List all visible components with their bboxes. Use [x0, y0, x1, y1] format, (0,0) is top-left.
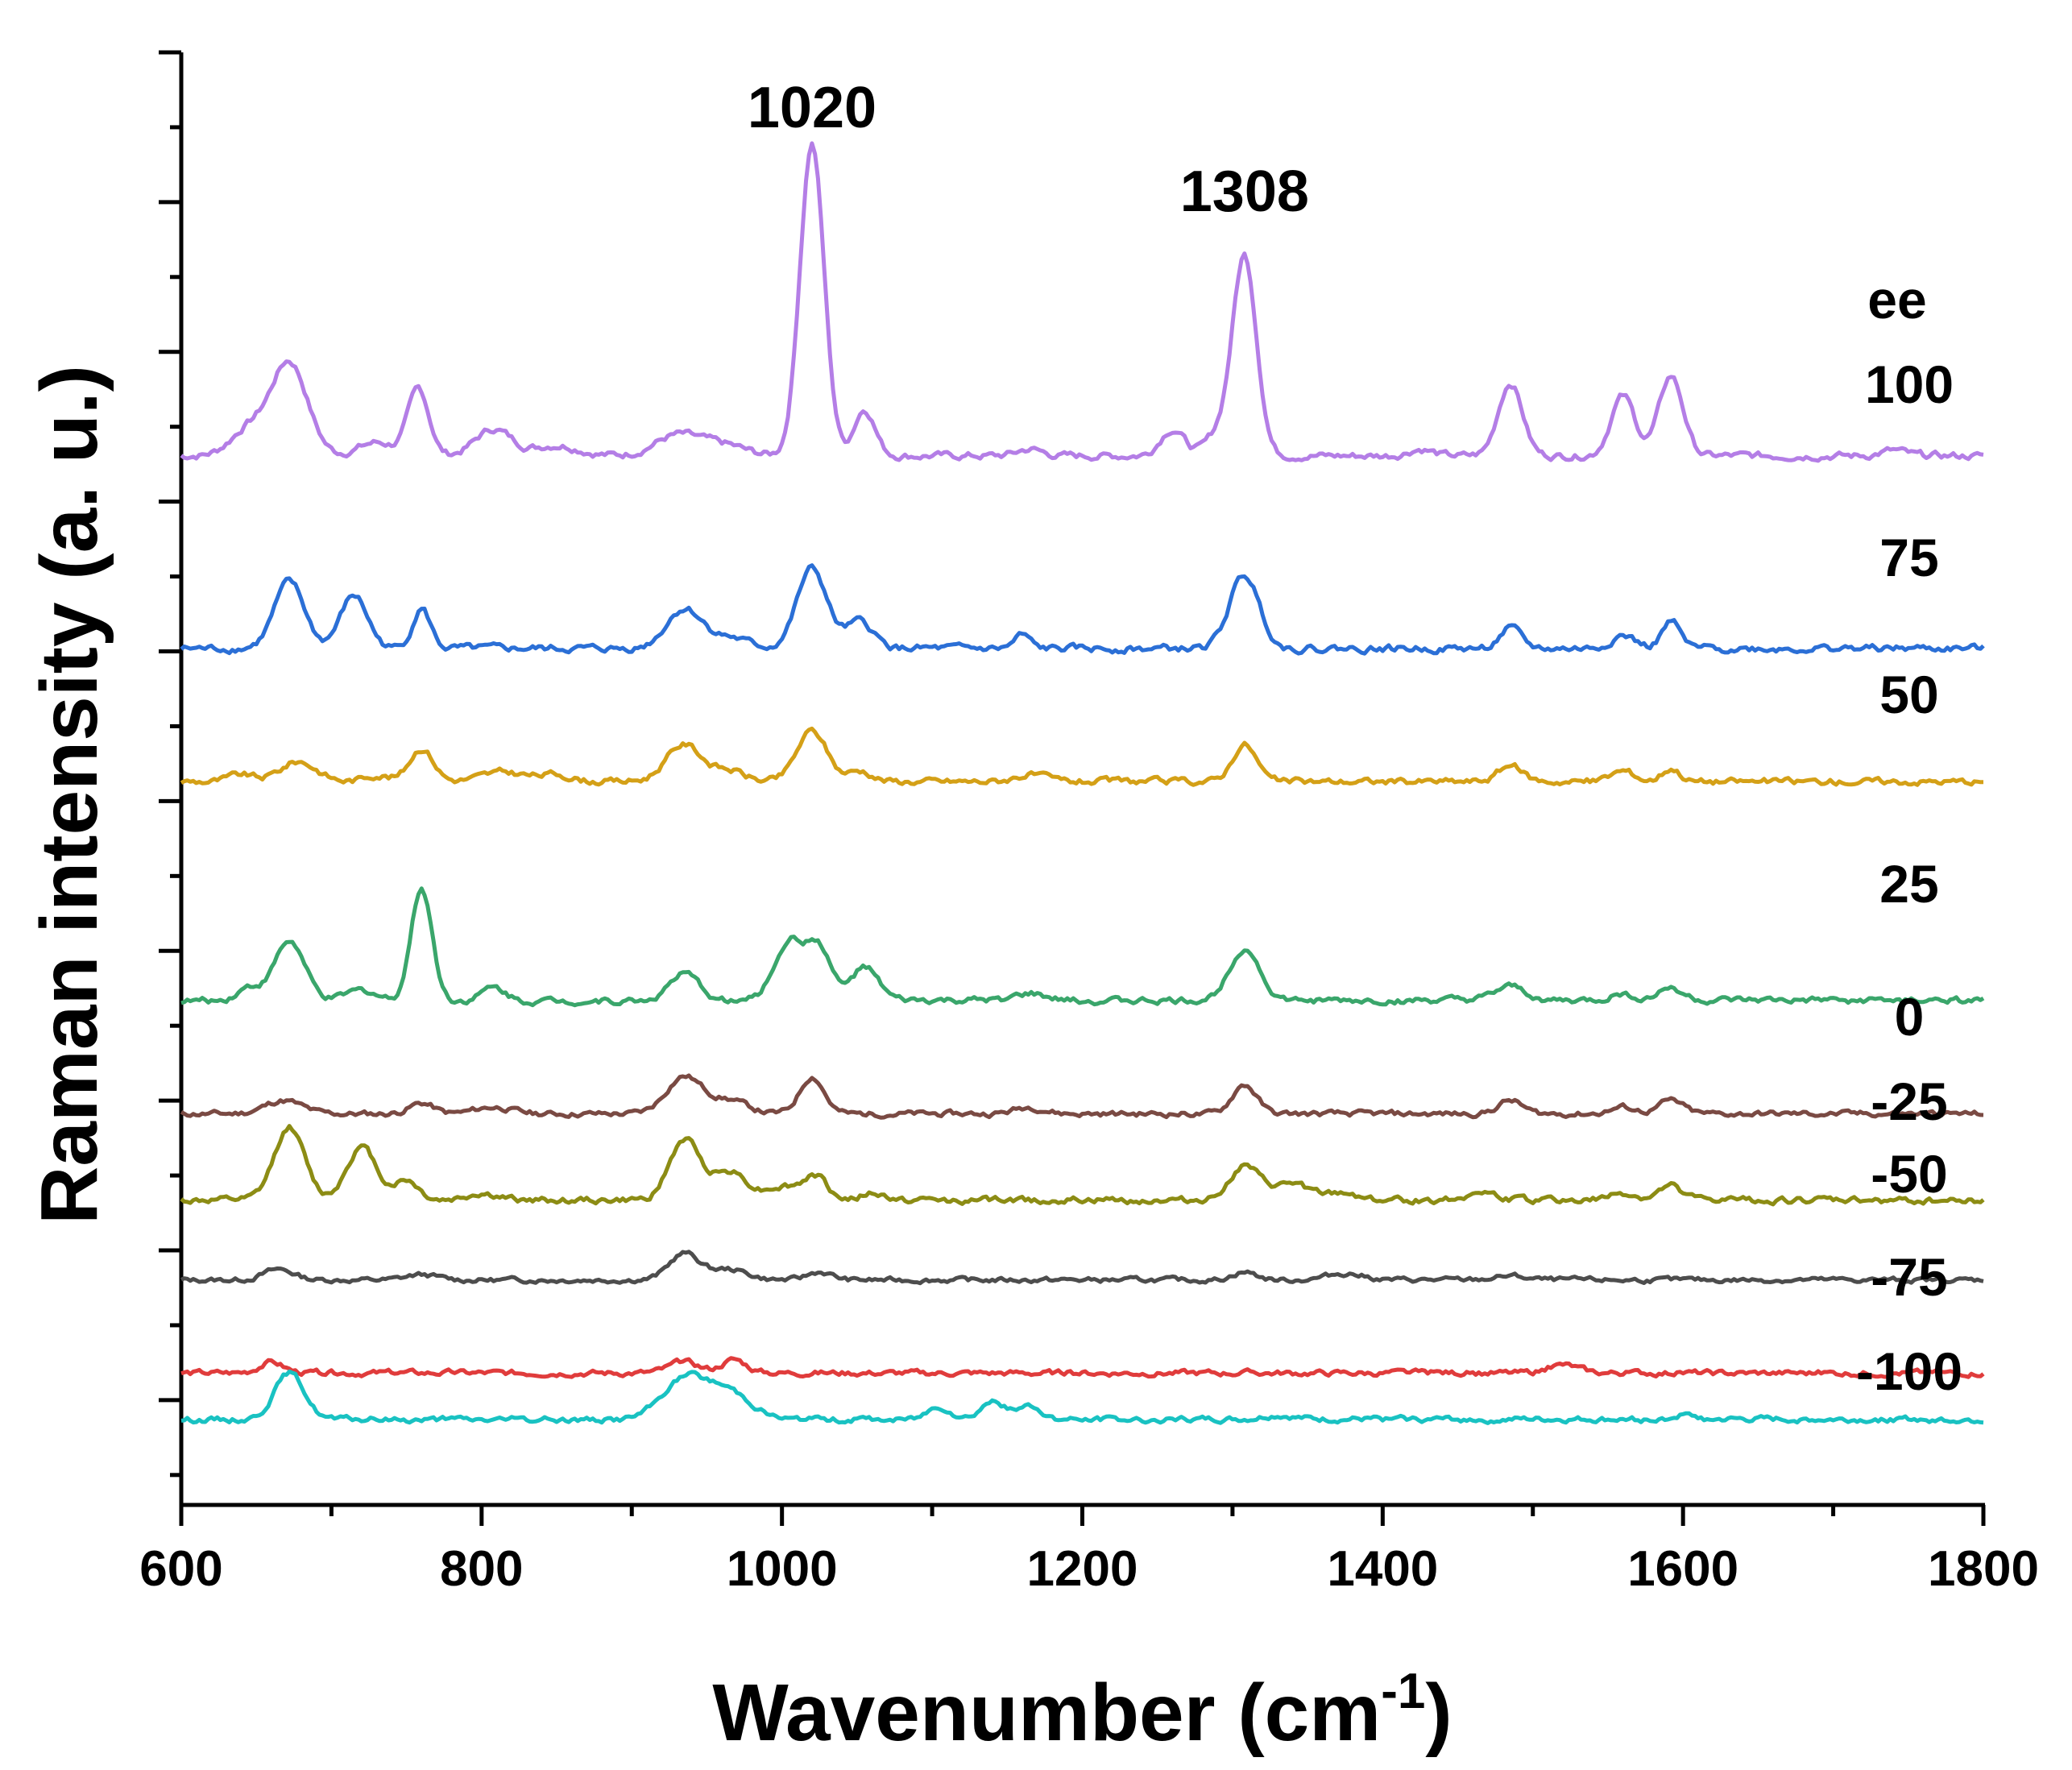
- series-label-0: 0: [1895, 987, 1925, 1047]
- series-line-75: [180, 563, 1985, 656]
- series-line-100: [180, 141, 1984, 463]
- x-tick-label: 1000: [727, 1541, 838, 1597]
- x-tick-label: 1400: [1327, 1541, 1438, 1597]
- series-label--25: -25: [1871, 1072, 1947, 1131]
- series-line--50: [180, 1250, 1984, 1286]
- series-line--75: [180, 1356, 1985, 1379]
- series-line-50: [180, 726, 1983, 787]
- x-tick-label: 1800: [1928, 1541, 2039, 1597]
- series-label-50: 50: [1879, 665, 1938, 724]
- series-line--100: [180, 1369, 1984, 1425]
- series-label-25: 25: [1879, 854, 1938, 914]
- series-label-100: 100: [1865, 354, 1954, 414]
- x-tick-label: 1600: [1627, 1541, 1738, 1597]
- x-tick-label: 800: [440, 1541, 523, 1597]
- labels: Wavenumber (cm-1) Raman intensity (a. u.)…: [24, 76, 1962, 1758]
- series-line--25: [180, 1124, 1985, 1207]
- series-label--100: -100: [1856, 1341, 1962, 1401]
- x-tick-label: 1200: [1027, 1541, 1138, 1597]
- legend-title: ee: [1867, 270, 1926, 330]
- peak-annotation-1020: 1020: [748, 76, 876, 140]
- series-line-0: [180, 1073, 1984, 1120]
- x-tick-label: 600: [139, 1541, 222, 1597]
- series-line-25: [180, 886, 1985, 1008]
- series-label-75: 75: [1879, 528, 1938, 587]
- series-group: [180, 141, 1985, 1425]
- x-axis-title: Wavenumber (cm-1): [712, 1664, 1452, 1758]
- peak-annotation-1308: 1308: [1180, 160, 1309, 224]
- y-axis-title: Raman intensity (a. u.): [24, 365, 114, 1225]
- series-label--75: -75: [1871, 1247, 1947, 1307]
- series-label--50: -50: [1871, 1144, 1947, 1204]
- axes: 600 800 1000 1200 1400 1600 1800: [139, 50, 2039, 1597]
